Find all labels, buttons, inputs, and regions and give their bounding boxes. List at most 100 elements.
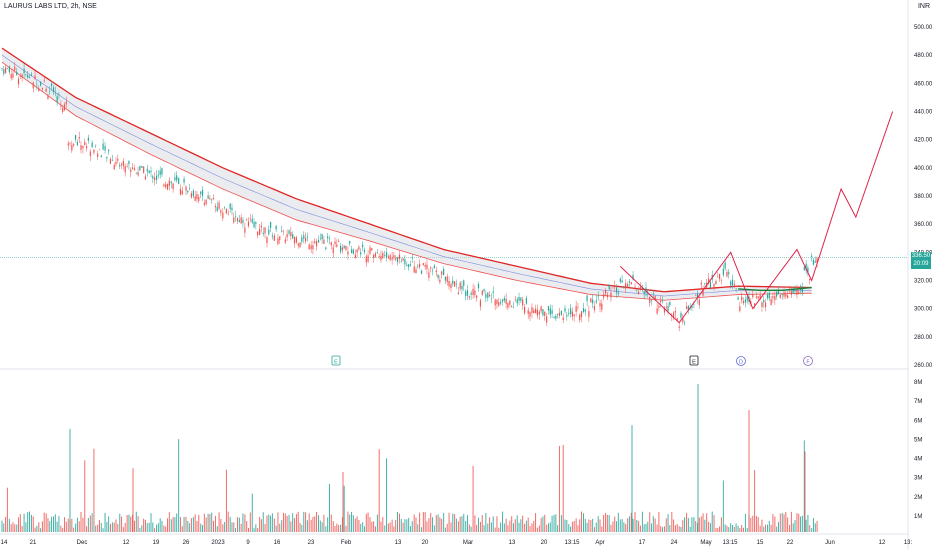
candle-body	[669, 301, 671, 306]
candle-body	[759, 294, 761, 300]
volume-bar	[461, 516, 463, 532]
candle-body	[157, 174, 159, 176]
volume-bar	[777, 521, 779, 532]
volume-bar	[744, 513, 746, 532]
candle-body	[43, 80, 45, 82]
volume-bar	[638, 520, 640, 532]
volume-bar	[126, 514, 128, 532]
candle-body	[319, 238, 321, 240]
price-tick-label: 360.00	[914, 222, 932, 228]
volume-bar	[767, 524, 769, 532]
candle-body	[603, 294, 605, 298]
time-tick-label: Mar	[463, 540, 473, 546]
candle-body	[638, 291, 640, 294]
candle-body	[233, 217, 235, 223]
time-tick-label: 20	[422, 540, 429, 546]
candle-body	[128, 160, 130, 165]
volume-bar	[444, 527, 446, 532]
volume-bar	[682, 520, 684, 532]
candle-body	[75, 134, 77, 140]
time-tick-label: 13	[509, 540, 516, 546]
volume-bar	[63, 517, 65, 532]
candle-body	[433, 265, 435, 269]
candle-body	[774, 295, 776, 301]
volume-bar	[295, 514, 297, 532]
volume-bar	[631, 425, 633, 532]
volume-bar	[73, 527, 75, 532]
candle-body	[730, 281, 732, 286]
volume-bar	[582, 513, 584, 532]
volume-bar	[242, 513, 244, 532]
candle-body	[542, 309, 544, 316]
volume-bar	[408, 517, 410, 532]
volume-bar	[684, 517, 686, 532]
candle-body	[71, 144, 73, 151]
candle-body	[619, 278, 621, 282]
candle-body	[630, 282, 632, 285]
volume-bar	[211, 512, 213, 532]
volume-bar	[669, 525, 671, 532]
candle-body	[465, 291, 467, 297]
volume-bar	[500, 522, 502, 532]
candle-body	[279, 236, 281, 241]
candle-body	[507, 303, 509, 308]
volume-bar	[54, 514, 56, 532]
volume-bar	[695, 520, 697, 532]
currency-label: INR	[917, 3, 930, 10]
candle-body	[807, 267, 809, 274]
candle-body	[323, 239, 325, 244]
candle-body	[111, 160, 114, 161]
volume-bar	[30, 514, 32, 532]
candle-body	[144, 176, 147, 180]
volume-bar	[10, 524, 12, 532]
volume-bar	[391, 519, 393, 532]
candle-body	[546, 316, 548, 323]
candle-body	[139, 166, 141, 171]
volume-bar	[178, 439, 180, 532]
candle-body	[338, 241, 340, 243]
candle-body	[58, 94, 60, 95]
volume-bar	[8, 518, 10, 532]
candle-body	[660, 300, 662, 303]
candle-body	[779, 294, 781, 298]
candle-body	[251, 218, 253, 223]
candle-body	[746, 296, 748, 301]
candle-body	[345, 245, 347, 250]
volume-bar	[119, 513, 121, 532]
volume-bar	[730, 523, 732, 532]
event-marker-label: D	[739, 360, 743, 366]
volume-bar	[100, 523, 102, 532]
candle-body	[28, 76, 31, 78]
candle-body	[384, 255, 386, 257]
candle-body	[590, 298, 592, 303]
volume-bar	[303, 511, 305, 532]
volume-bar	[498, 527, 500, 532]
volume-bar	[555, 514, 557, 532]
volume-bar	[551, 515, 553, 532]
candle-body	[415, 269, 417, 273]
candle-body	[485, 294, 487, 298]
candle-body	[365, 256, 367, 263]
candle-body	[16, 71, 18, 76]
volume-bar	[240, 523, 242, 532]
volume-bar	[397, 512, 399, 532]
volume-bar	[156, 524, 158, 532]
candle-body	[772, 295, 774, 299]
volume-bar	[610, 524, 612, 532]
volume-bar	[292, 513, 294, 532]
volume-bar	[603, 514, 605, 532]
volume-bar	[266, 515, 268, 532]
candle-body	[185, 186, 187, 191]
volume-bar	[755, 516, 757, 532]
price-tick-label: 320.00	[914, 279, 932, 285]
volume-bar	[612, 521, 614, 532]
volume-bar	[18, 517, 20, 532]
volume-bar	[726, 525, 728, 532]
candle-body	[80, 145, 82, 150]
volume-bar	[502, 511, 504, 532]
price-tick-label: 460.00	[914, 81, 932, 87]
volume-bar	[200, 523, 202, 532]
candle-body	[790, 291, 792, 295]
